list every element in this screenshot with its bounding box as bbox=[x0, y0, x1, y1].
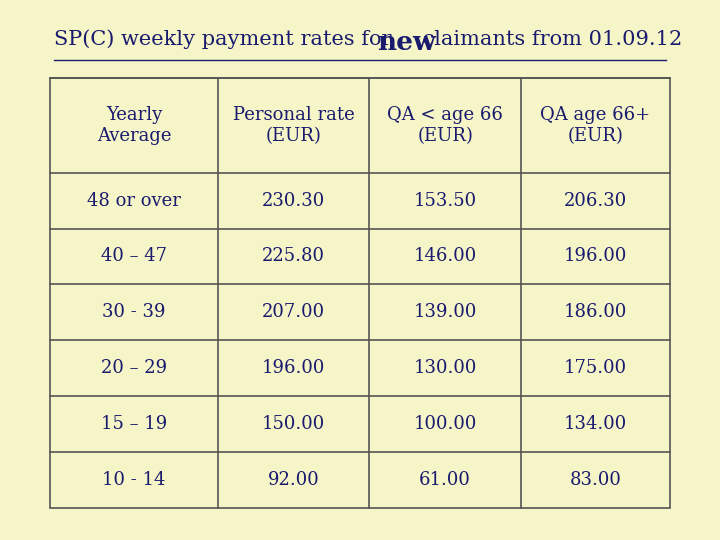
Text: 206.30: 206.30 bbox=[564, 192, 627, 210]
Bar bbox=[50, 78, 670, 508]
Text: QA age 66+
(EUR): QA age 66+ (EUR) bbox=[540, 106, 650, 145]
Text: 83.00: 83.00 bbox=[570, 471, 621, 489]
Text: 230.30: 230.30 bbox=[262, 192, 325, 210]
Text: 130.00: 130.00 bbox=[413, 359, 477, 377]
Text: Yearly
Average: Yearly Average bbox=[96, 106, 171, 145]
Text: 40 – 47: 40 – 47 bbox=[101, 247, 167, 266]
Text: SP(C) weekly payment rates for: SP(C) weekly payment rates for bbox=[54, 30, 398, 49]
Text: 146.00: 146.00 bbox=[413, 247, 477, 266]
Text: new: new bbox=[377, 30, 436, 55]
Text: 225.80: 225.80 bbox=[262, 247, 325, 266]
Text: 10 - 14: 10 - 14 bbox=[102, 471, 166, 489]
Text: 186.00: 186.00 bbox=[564, 303, 627, 321]
Text: 196.00: 196.00 bbox=[564, 247, 627, 266]
Text: 196.00: 196.00 bbox=[262, 359, 325, 377]
Text: 153.50: 153.50 bbox=[413, 192, 477, 210]
Text: 100.00: 100.00 bbox=[413, 415, 477, 433]
Text: 15 – 19: 15 – 19 bbox=[101, 415, 167, 433]
Text: claimants from 01.09.12: claimants from 01.09.12 bbox=[416, 30, 683, 49]
Text: QA < age 66
(EUR): QA < age 66 (EUR) bbox=[387, 106, 503, 145]
Text: 48 or over: 48 or over bbox=[87, 192, 181, 210]
Text: 207.00: 207.00 bbox=[262, 303, 325, 321]
Text: Personal rate
(EUR): Personal rate (EUR) bbox=[233, 106, 354, 145]
Text: 92.00: 92.00 bbox=[268, 471, 319, 489]
Text: 139.00: 139.00 bbox=[413, 303, 477, 321]
Text: 61.00: 61.00 bbox=[419, 471, 471, 489]
Text: 134.00: 134.00 bbox=[564, 415, 627, 433]
Text: 175.00: 175.00 bbox=[564, 359, 627, 377]
Text: 150.00: 150.00 bbox=[262, 415, 325, 433]
Text: 30 - 39: 30 - 39 bbox=[102, 303, 166, 321]
Text: 20 – 29: 20 – 29 bbox=[101, 359, 167, 377]
